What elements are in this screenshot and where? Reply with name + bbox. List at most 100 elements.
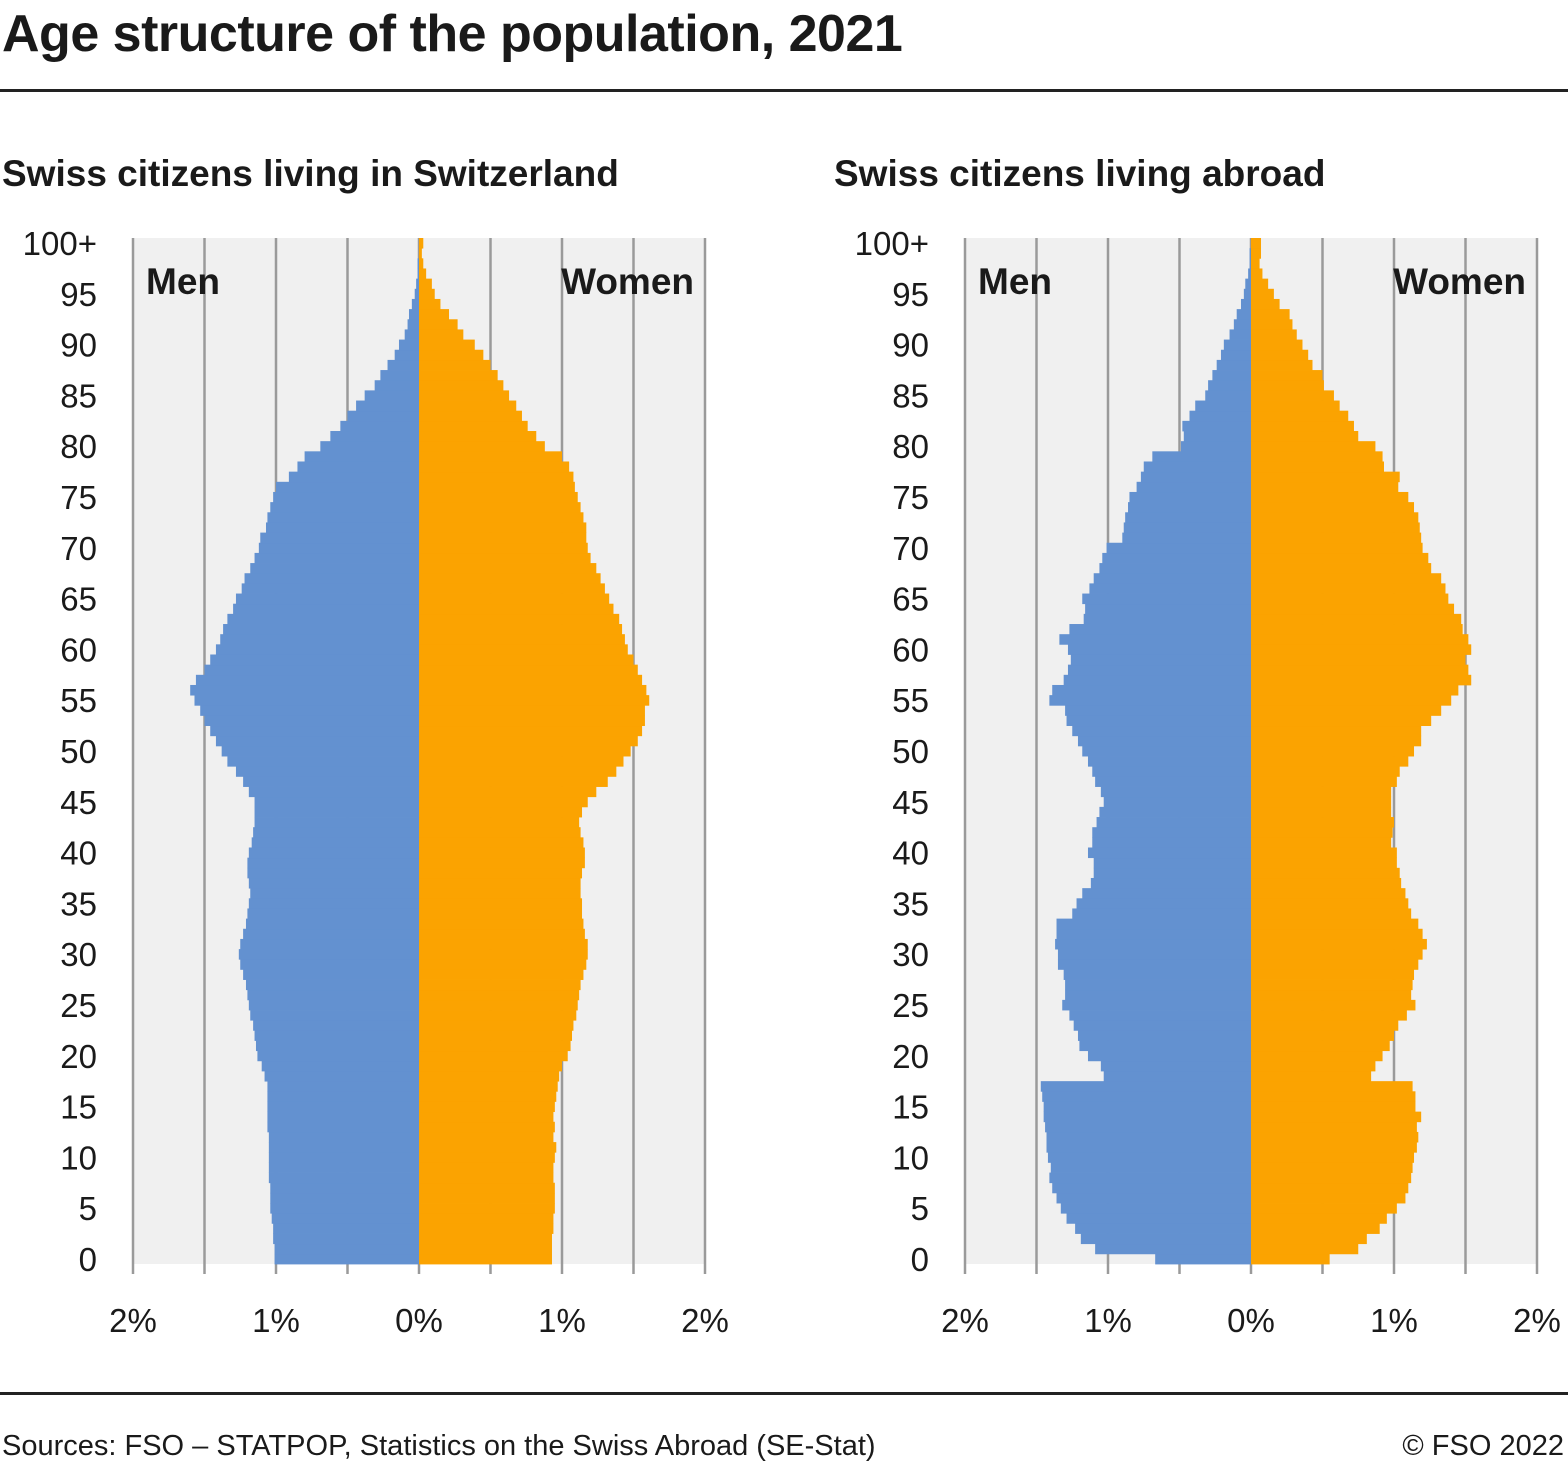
bar-men: [268, 1142, 419, 1153]
bar-women: [419, 908, 583, 920]
bar-men: [297, 461, 419, 473]
bar-women: [419, 918, 584, 930]
bar-women: [1251, 258, 1260, 269]
y-tick-label: 45: [60, 784, 97, 821]
bar-women: [419, 319, 458, 330]
bar-men: [233, 603, 419, 615]
y-tick-label: 70: [60, 530, 97, 567]
bar-men: [1102, 552, 1251, 564]
bar-women: [419, 1030, 573, 1041]
bar-men: [330, 431, 419, 442]
bar-men: [253, 1020, 419, 1031]
bar-women: [419, 481, 575, 493]
bar-women: [1251, 329, 1297, 340]
bar-women: [419, 471, 574, 483]
bar-women: [1251, 298, 1280, 310]
bar-men: [271, 1213, 419, 1224]
bar-men: [1057, 959, 1251, 970]
bar-women: [419, 1010, 577, 1021]
bar-women: [1251, 512, 1419, 523]
bar-women: [1251, 695, 1452, 706]
x-tick-label: 1%: [1370, 1302, 1418, 1339]
bar-women: [1251, 898, 1409, 909]
bar-men: [1100, 786, 1251, 798]
bar-women: [1251, 684, 1459, 696]
bar-men: [304, 451, 419, 462]
y-tick-label: 35: [892, 885, 929, 922]
bar-men: [1092, 837, 1251, 848]
bar-men: [1082, 888, 1251, 899]
bar-women: [419, 512, 584, 523]
bar-men: [1066, 715, 1251, 727]
bar-women: [1251, 410, 1349, 422]
bar-men: [1055, 938, 1251, 950]
bar-men: [1093, 857, 1251, 869]
bar-women: [1251, 1091, 1416, 1102]
bar-men: [264, 1070, 419, 1082]
bar-men: [1103, 796, 1251, 808]
bar-women: [419, 857, 585, 869]
bar-men: [276, 481, 419, 493]
y-tick-label: 20: [892, 1038, 929, 1075]
bar-men: [250, 563, 419, 574]
bar-women: [419, 583, 605, 594]
bar-men: [1072, 725, 1251, 737]
bar-women: [419, 573, 601, 584]
y-tick-label: 5: [911, 1190, 929, 1227]
bar-men: [1106, 542, 1251, 554]
bar-men: [274, 1243, 419, 1255]
y-tick-label: 15: [892, 1089, 929, 1126]
bar-men: [1067, 664, 1251, 676]
bar-men: [1220, 349, 1251, 361]
bar-women: [1251, 1253, 1330, 1265]
bar-women: [419, 339, 475, 351]
bar-women: [1251, 1040, 1390, 1052]
bar-men: [408, 309, 419, 320]
bar-women: [419, 1131, 554, 1143]
bar-men: [417, 268, 419, 280]
x-tick-label: 2%: [941, 1302, 989, 1339]
bar-men: [1075, 1223, 1251, 1234]
bar-men: [220, 634, 419, 645]
y-tick-label: 10: [60, 1139, 97, 1176]
bar-women: [1251, 380, 1324, 391]
bar-men: [1245, 278, 1251, 290]
bar-men: [1046, 1142, 1251, 1153]
bar-men: [1072, 908, 1251, 920]
bar-women: [1251, 1152, 1415, 1163]
bar-women: [1251, 634, 1469, 645]
y-tick-label: 50: [60, 733, 97, 770]
bar-women: [1251, 471, 1400, 483]
bar-men: [195, 674, 419, 686]
bar-men: [273, 1223, 419, 1234]
bar-women: [1251, 1101, 1416, 1113]
bar-women: [419, 959, 587, 970]
women-label: Women: [561, 261, 694, 302]
bar-men: [251, 837, 419, 848]
bar-women: [419, 1152, 555, 1163]
bar-women: [1251, 563, 1432, 574]
bar-men: [1090, 877, 1251, 889]
bar-women: [1251, 359, 1313, 371]
bar-women: [1251, 715, 1432, 727]
bar-men: [1087, 847, 1251, 859]
bar-women: [419, 654, 634, 666]
bar-men: [240, 938, 419, 950]
bar-women: [419, 766, 617, 777]
bar-women: [419, 1162, 554, 1173]
bar-women: [419, 664, 638, 676]
bar-men: [380, 370, 419, 381]
bar-men: [254, 817, 419, 828]
bar-men: [1080, 1233, 1251, 1245]
bar-men: [253, 827, 419, 838]
y-tick-label: 100+: [855, 225, 929, 262]
bar-men: [1056, 918, 1251, 930]
bar-men: [340, 420, 419, 432]
y-tick-label: 35: [60, 885, 97, 922]
bar-men: [243, 928, 419, 940]
bar-men: [416, 278, 419, 290]
y-tick-label: 75: [892, 479, 929, 516]
bar-women: [1251, 918, 1419, 930]
y-tick-label: 0: [79, 1241, 97, 1278]
bar-women: [1251, 542, 1423, 554]
